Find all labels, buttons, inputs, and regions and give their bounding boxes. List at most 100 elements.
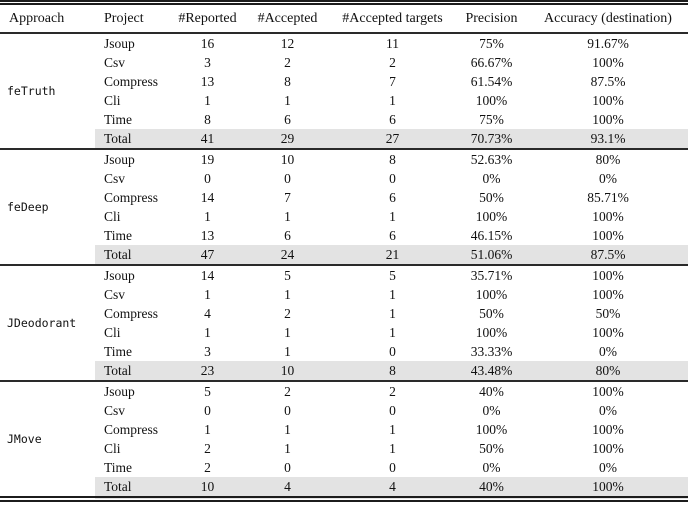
- total-precision-cell: 40%: [455, 477, 528, 499]
- reported-cell: 4: [204, 305, 211, 321]
- precision-cell: 100%: [475, 286, 508, 302]
- accuracy-cell: 50%: [595, 305, 621, 321]
- total-accepted-cell: 24: [245, 245, 330, 265]
- precision-cell: 75%: [479, 35, 504, 51]
- total-precision-cell: 43.48%: [455, 361, 528, 381]
- column-header-project: Project: [95, 2, 170, 34]
- total-accuracy-cell: 87.5%: [528, 245, 688, 265]
- accuracy-cell: 100%: [592, 421, 624, 437]
- accuracy-cell: 0%: [599, 170, 617, 186]
- total-row: Total 41 29 27 70.73% 93.1%: [0, 129, 688, 149]
- header-row: Approach Project #Reported #Accepted #Accept…: [0, 2, 688, 34]
- table-row: Compress 14 7 6 50% 85.71%: [0, 188, 688, 207]
- project-cell: Compress: [104, 421, 158, 437]
- accepted-cell: 1: [284, 286, 291, 302]
- accepted-targets-cell: 2: [330, 380, 455, 401]
- accepted-targets-cell: 2: [389, 54, 396, 70]
- reported-cell: 14: [200, 189, 215, 205]
- total-accuracy-cell: 80%: [528, 361, 688, 381]
- reported-cell: 1: [204, 286, 211, 302]
- accuracy-cell: 100%: [592, 440, 624, 456]
- total-reported-cell: 41: [170, 129, 245, 149]
- accepted-cell: 10: [245, 148, 330, 169]
- accepted-cell: 2: [245, 380, 330, 401]
- reported-cell: 19: [170, 148, 245, 169]
- table-row: Time 8 6 6 75% 100%: [0, 110, 688, 129]
- reported-cell: 2: [204, 440, 211, 456]
- accepted-targets-cell: 6: [389, 227, 396, 243]
- precision-cell: 75%: [479, 111, 504, 127]
- total-reported-cell: 47: [170, 245, 245, 265]
- accepted-cell: 0: [284, 170, 291, 186]
- table-row: Compress 13 8 7 61.54% 87.5%: [0, 72, 688, 91]
- precision-cell: 35.71%: [455, 264, 528, 285]
- reported-cell: 0: [204, 170, 211, 186]
- total-reported-cell: 23: [170, 361, 245, 381]
- accepted-cell: 0: [284, 402, 291, 418]
- project-cell: Time: [104, 459, 133, 475]
- table-row: Csv 0 0 0 0% 0%: [0, 401, 688, 420]
- project-cell: Csv: [104, 286, 126, 302]
- precision-cell: 0%: [482, 170, 501, 186]
- accepted-cell: 1: [284, 92, 291, 108]
- reported-cell: 0: [204, 402, 211, 418]
- precision-cell: 100%: [475, 208, 508, 224]
- project-cell: Cli: [104, 208, 121, 224]
- reported-cell: 5: [170, 380, 245, 401]
- precision-cell: 33.33%: [470, 343, 513, 359]
- total-reported-cell: 10: [170, 477, 245, 499]
- table-row: Time 3 1 0 33.33% 0%: [0, 342, 688, 361]
- project-cell: Csv: [104, 54, 126, 70]
- table-row: JDeodorant Jsoup 14 5 5 35.71% 100%: [0, 264, 688, 381]
- total-accepted-targets-cell: 27: [330, 129, 455, 149]
- accuracy-cell: 0%: [599, 402, 617, 418]
- precision-cell: 40%: [455, 380, 528, 401]
- total-precision-cell: 51.06%: [455, 245, 528, 265]
- table-row: Csv 1 1 1 100% 100%: [0, 285, 688, 304]
- accepted-targets-cell: 1: [389, 440, 396, 456]
- project-cell: Cli: [104, 324, 121, 340]
- reported-cell: 3: [204, 343, 211, 359]
- total-row: Total 10 4 4 40% 100%: [0, 477, 688, 499]
- approach-label: JDeodorant: [0, 264, 95, 381]
- column-header-approach: Approach: [0, 2, 95, 34]
- accepted-cell: 6: [284, 227, 291, 243]
- accepted-targets-cell: 0: [389, 402, 396, 418]
- reported-cell: 16: [200, 35, 215, 51]
- total-accepted-cell: 29: [245, 129, 330, 149]
- total-project-cell: Total: [95, 245, 170, 265]
- table-row: feDeep Jsoup 19 10 8 52.63% 80%: [0, 148, 688, 265]
- accuracy-cell: 85.71%: [587, 189, 629, 205]
- accepted-cell: 8: [284, 73, 291, 89]
- accepted-cell: 1: [284, 324, 291, 340]
- accepted-targets-cell: 1: [389, 305, 396, 321]
- reported-cell: 13: [200, 227, 215, 243]
- accepted-cell: 2: [284, 54, 291, 70]
- accepted-targets-cell: 6: [389, 111, 396, 127]
- project-cell: Jsoup: [95, 148, 170, 169]
- accepted-targets-cell: 8: [330, 148, 455, 169]
- reported-cell: 1: [204, 421, 211, 437]
- project-cell: Jsoup: [95, 264, 170, 285]
- accepted-cell: 6: [284, 111, 291, 127]
- accepted-targets-cell: 1: [389, 208, 396, 224]
- approach-label: JMove: [0, 380, 95, 499]
- accepted-cell: 5: [245, 264, 330, 285]
- approach-label: feDeep: [0, 148, 95, 265]
- precision-cell: 50%: [479, 305, 504, 321]
- table-row: Csv 0 0 0 0% 0%: [0, 169, 688, 188]
- table-body: feTruth Jsoup 16 12 11 75% 91.67% Csv 3 2 2 66.67% 1…: [0, 33, 688, 499]
- total-accuracy-cell: 93.1%: [528, 129, 688, 149]
- reported-cell: 1: [204, 208, 211, 224]
- accuracy-cell: 80%: [528, 148, 688, 169]
- project-cell: Csv: [104, 402, 126, 418]
- table-row: Cli 1 1 1 100% 100%: [0, 91, 688, 110]
- accepted-targets-cell: 5: [330, 264, 455, 285]
- total-accepted-targets-cell: 4: [330, 477, 455, 499]
- total-row: Total 47 24 21 51.06% 87.5%: [0, 245, 688, 265]
- reported-cell: 8: [204, 111, 211, 127]
- reported-cell: 2: [204, 459, 211, 475]
- precision-cell: 100%: [475, 324, 508, 340]
- column-header-accuracy: Accuracy (destination): [528, 2, 688, 34]
